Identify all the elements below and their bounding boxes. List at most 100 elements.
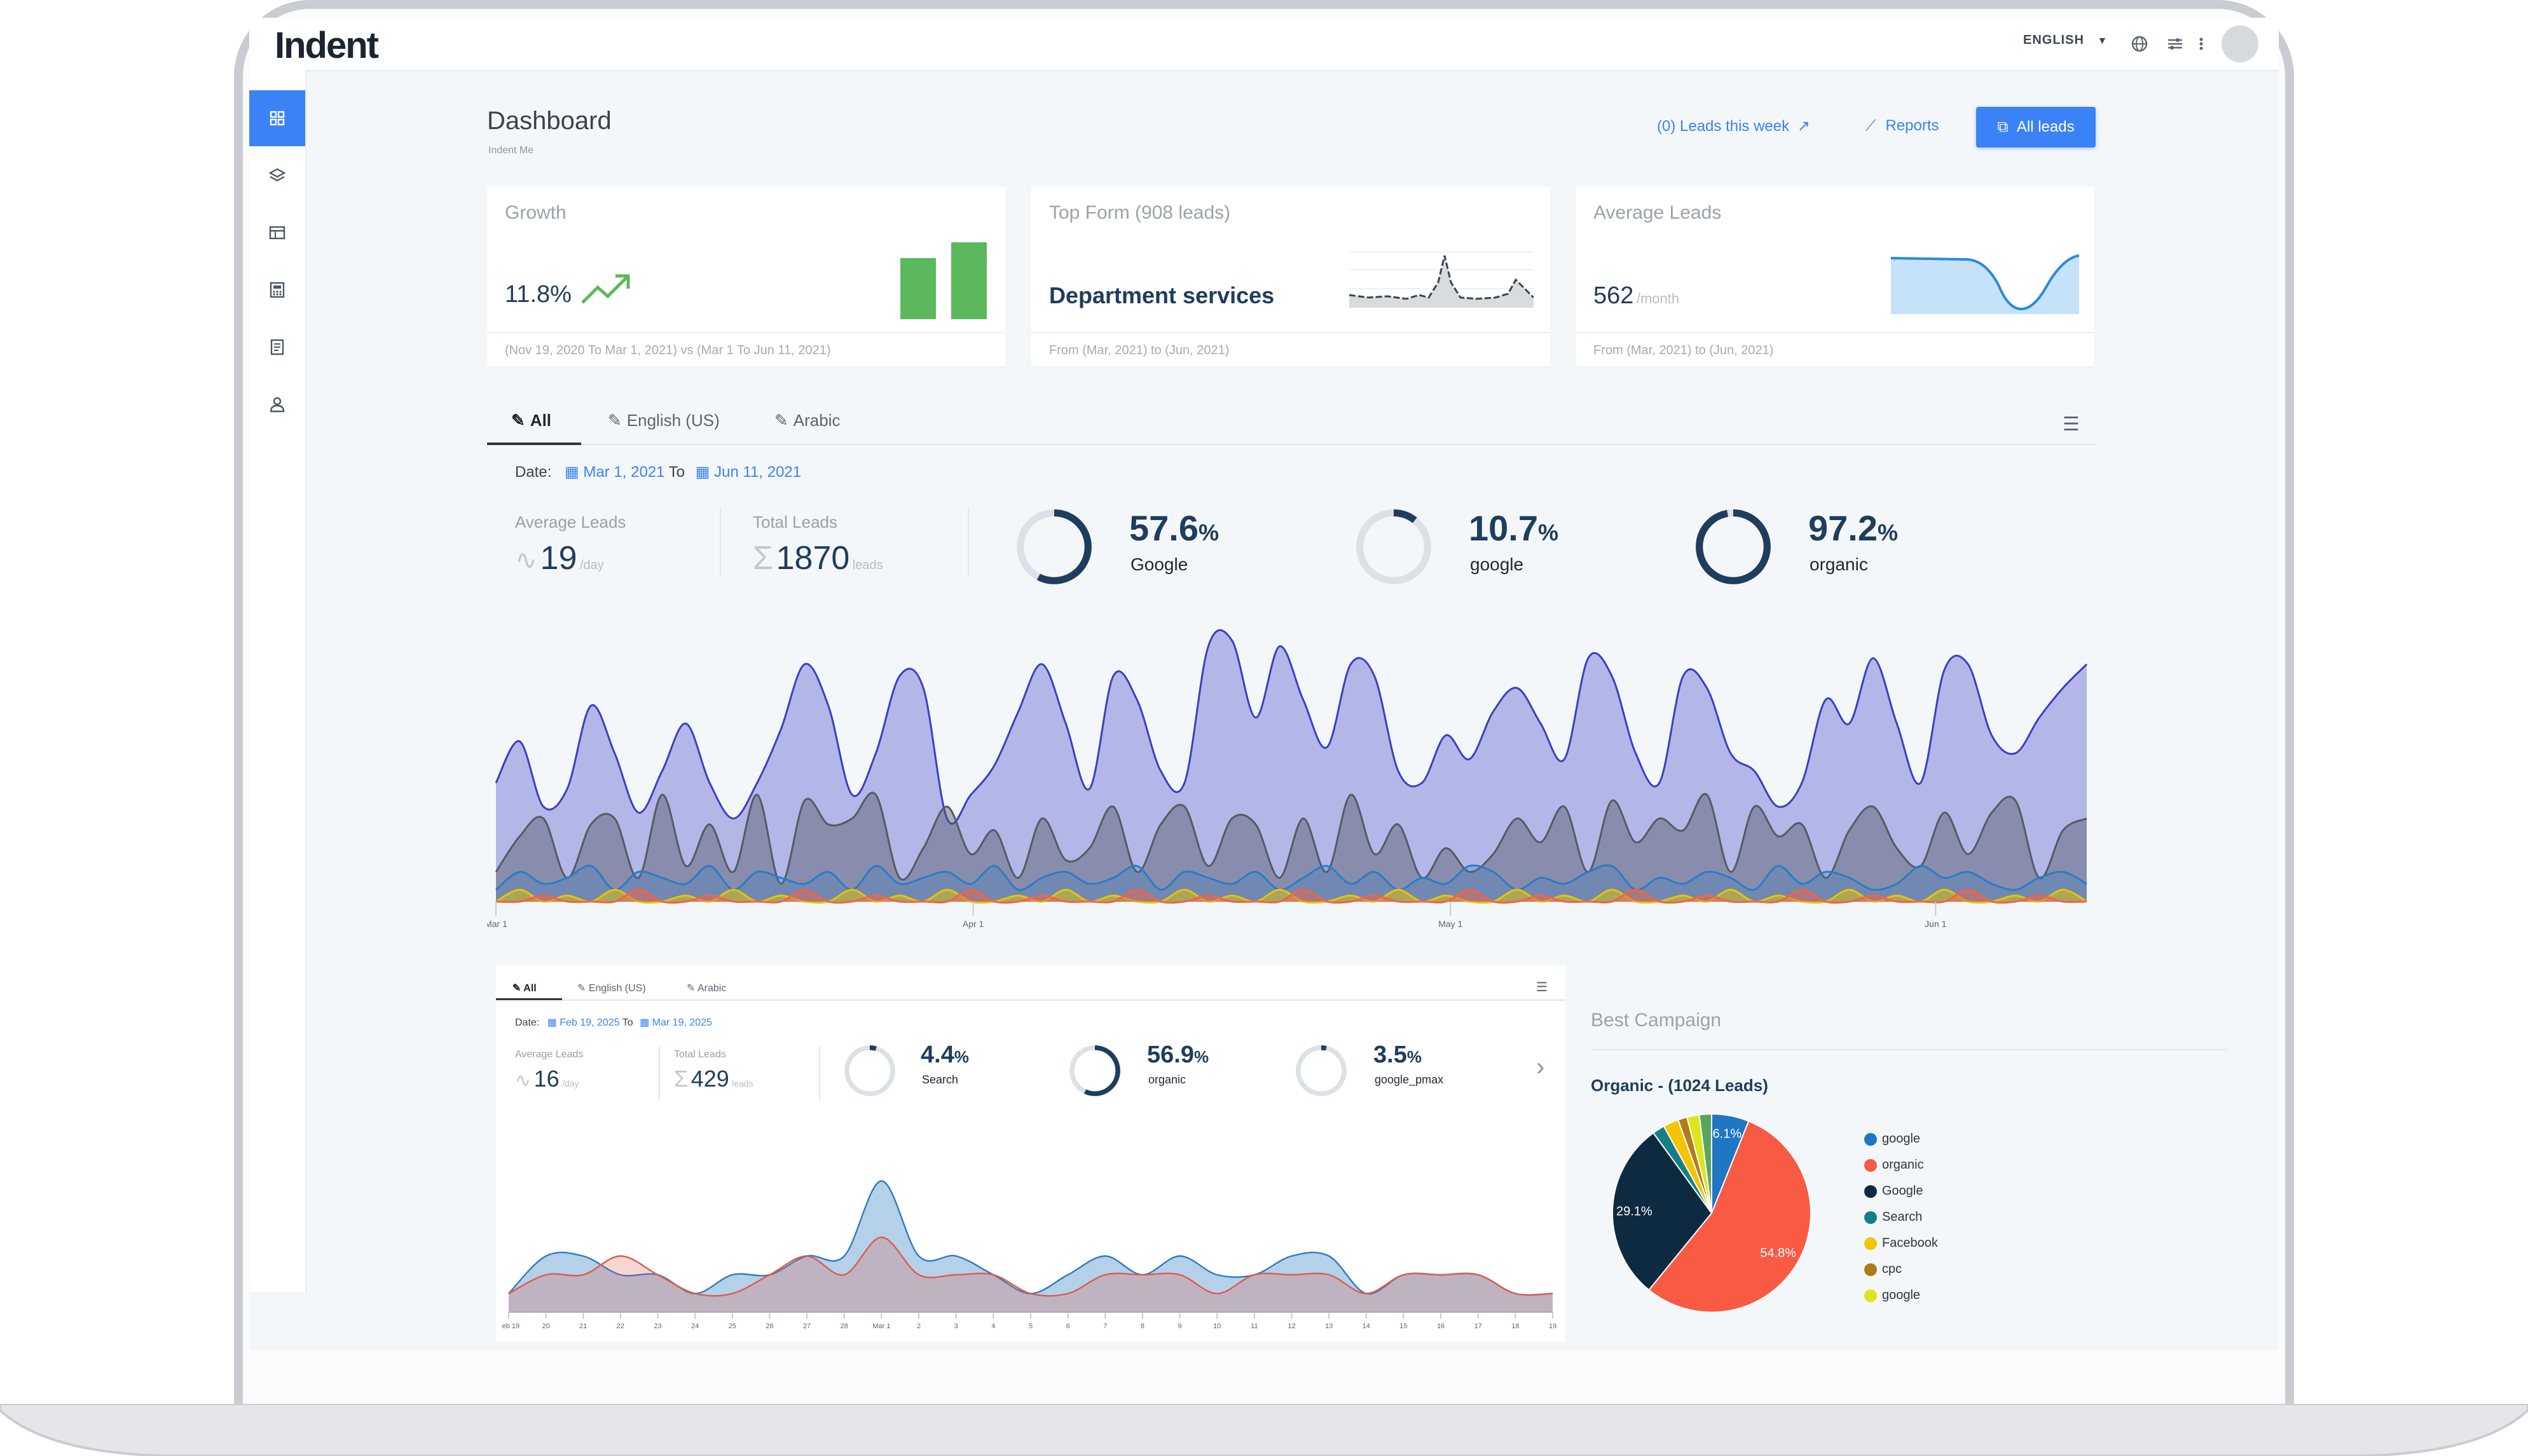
tab-arabic[interactable]: ✎ Arabic <box>774 411 841 430</box>
more-vertical-icon[interactable] <box>2195 34 2208 53</box>
x-tick-label: 22 <box>617 1322 624 1330</box>
x-tick-label: 6 <box>1066 1322 1070 1330</box>
calendar-icon: ▦ <box>547 1017 557 1028</box>
legend-item[interactable]: google <box>1864 1132 1920 1146</box>
calculator-icon <box>270 282 285 298</box>
donut-fill <box>1017 509 1092 584</box>
sidebar-item-users[interactable] <box>249 376 305 432</box>
series-line <box>495 629 2088 825</box>
series-area <box>496 865 2087 902</box>
legend-dot <box>1864 1158 1877 1172</box>
total-leads-stat-unit: leads <box>852 558 883 572</box>
legend-label: cpc <box>1882 1262 1902 1276</box>
date-label: Date: <box>515 464 552 481</box>
sigma-icon: Σ <box>674 1066 689 1092</box>
pencil-icon: ✎ <box>511 411 525 430</box>
legend-item[interactable]: cpc <box>1864 1262 1902 1277</box>
growth-bar <box>951 242 987 319</box>
google-lower-percent-label: google <box>1470 554 1524 574</box>
series-area <box>509 1237 1553 1312</box>
small-average-leads-value: 16 <box>533 1066 560 1092</box>
dashboard-icon <box>270 111 285 126</box>
x-tick-label: 8 <box>1141 1322 1144 1330</box>
pencil-icon: ✎ <box>577 983 589 994</box>
small-tab-english-us[interactable]: ✎ English (US) <box>577 982 646 994</box>
table-icon <box>269 226 285 240</box>
small-average-leads-stat: ∿ 16 /day <box>515 1066 579 1092</box>
legend-item[interactable]: google <box>1864 1288 1920 1303</box>
legend-label: Google <box>1882 1184 1923 1198</box>
search-donut-chart <box>844 1045 895 1096</box>
sliders-icon[interactable] <box>2166 34 2185 53</box>
tab-all[interactable]: ✎ All <box>511 411 551 430</box>
series-area <box>496 630 2087 902</box>
small-total-leads-stat: Σ 429 leads <box>674 1066 753 1092</box>
growth-title: Growth <box>505 202 567 223</box>
legend-label: google <box>1882 1132 1921 1146</box>
filter-icon[interactable]: ☰ <box>1536 980 1548 994</box>
x-tick-label: 16 <box>1437 1322 1445 1330</box>
sidebar-item-calculator[interactable] <box>249 262 305 318</box>
x-tick-label: 7 <box>1103 1322 1107 1330</box>
sigma-icon: Σ <box>753 540 774 577</box>
date-to[interactable]: Jun 11, 2021 <box>714 464 802 481</box>
wave-icon: ∿ <box>515 545 538 575</box>
avatar[interactable] <box>2222 25 2258 62</box>
average-leads-label: Average Leads <box>515 512 626 532</box>
laptop-base <box>0 1404 2528 1456</box>
small-tab-arabic-label: Arabic <box>697 983 727 994</box>
x-tick-label: Jun 1 <box>1925 919 1946 929</box>
small-tab-all[interactable]: ✎ All <box>512 982 537 994</box>
app-logo[interactable]: Indent <box>275 25 379 66</box>
best-campaign-pie-chart: 6.1% 54.8% 29.1% <box>1612 1113 1811 1313</box>
reports-link[interactable]: ⟋ Reports <box>1865 117 1939 135</box>
reports-label: Reports <box>1885 117 1939 134</box>
sidebar-item-documents[interactable] <box>249 319 305 375</box>
small-date-from[interactable]: Feb 19, 2025 <box>560 1017 620 1028</box>
legend-item[interactable]: organic <box>1864 1158 1924 1172</box>
active-tab-indicator <box>487 443 581 445</box>
small-tab-arabic[interactable]: ✎ Arabic <box>687 982 726 994</box>
sidebar-item-table[interactable] <box>249 205 305 261</box>
x-tick-label: 25 <box>729 1322 736 1330</box>
donut-fill <box>1296 1045 1347 1096</box>
x-tick-label: Feb 19 <box>502 1322 519 1330</box>
top-form-title: Top Form (908 leads) <box>1049 202 1231 223</box>
x-tick-label: 5 <box>1029 1322 1033 1330</box>
google-percent: 57.6% <box>1129 508 1219 548</box>
pie-slice <box>1698 1113 1712 1214</box>
filter-icon[interactable]: ☰ <box>2063 414 2080 435</box>
average-leads-card: Average Leads 562 /month From (Mar, 2021… <box>1576 187 2094 366</box>
small-date-to[interactable]: Mar 19, 2025 <box>652 1017 712 1028</box>
x-tick-label: 26 <box>766 1322 773 1330</box>
legend-item[interactable]: Search <box>1864 1210 1922 1225</box>
legend-item[interactable]: Google <box>1864 1184 1923 1198</box>
search-percent: 4.4% <box>921 1041 969 1068</box>
sidebar-item-dashboard[interactable] <box>249 90 305 146</box>
tab-arabic-label: Arabic <box>793 411 841 430</box>
x-tick-label: 10 <box>1213 1322 1221 1330</box>
globe-icon[interactable] <box>2130 34 2149 53</box>
sidebar-item-layers[interactable] <box>249 148 305 203</box>
stat-divider <box>968 507 969 577</box>
active-tab-indicator <box>496 998 562 1000</box>
language-select[interactable]: ENGLISH ▼ <box>2023 33 2108 48</box>
app-screen: Indent ENGLISH ▼ <box>249 18 2279 1350</box>
leads-this-week-link[interactable]: (0) Leads this week ↗ <box>1657 117 1810 135</box>
organic-small-donut-chart <box>1069 1045 1120 1096</box>
growth-card: Growth 11.8% (Nov 19, 2020 To Mar 1, 202… <box>487 187 1006 366</box>
chevron-right-icon[interactable]: › <box>1536 1053 1545 1081</box>
calendar-icon: ▦ <box>565 464 579 481</box>
legend-item[interactable]: Facebook <box>1864 1236 1938 1251</box>
series-line <box>508 1236 1553 1297</box>
legend-label: google <box>1882 1288 1921 1302</box>
tab-english-us[interactable]: ✎ English (US) <box>608 411 720 430</box>
small-average-leads-unit: /day <box>562 1078 579 1089</box>
all-leads-button[interactable]: ⧉ All leads <box>1976 107 2096 148</box>
organic-percent-label: organic <box>1810 554 1868 574</box>
x-tick-label: 24 <box>691 1322 699 1330</box>
donut-track <box>1356 509 1431 584</box>
top-form-card: Top Form (908 leads) Department services… <box>1031 187 1550 366</box>
date-from[interactable]: Mar 1, 2021 <box>583 464 665 481</box>
